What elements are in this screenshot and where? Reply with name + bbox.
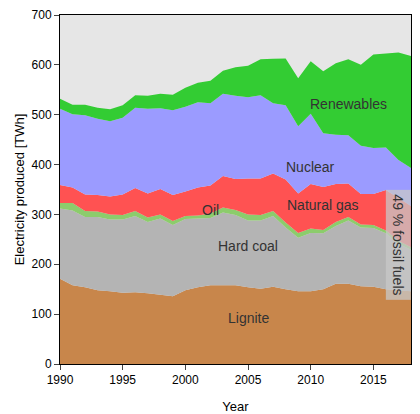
svg-text:1990: 1990 [47,373,74,387]
svg-text:2010: 2010 [297,373,324,387]
svg-text:700: 700 [32,8,52,22]
svg-text:2000: 2000 [172,373,199,387]
svg-text:Renewables: Renewables [310,96,387,112]
svg-text:300: 300 [32,208,52,222]
svg-text:Hard coal: Hard coal [218,238,278,254]
svg-text:1995: 1995 [109,373,136,387]
svg-text:200: 200 [32,257,52,271]
svg-text:Lignite: Lignite [228,310,269,326]
svg-text:400: 400 [32,158,52,172]
svg-text:100: 100 [32,307,52,321]
svg-text:Nuclear: Nuclear [286,159,335,175]
svg-text:0: 0 [45,357,52,371]
svg-text:49 % fossil fuels: 49 % fossil fuels [390,194,406,295]
svg-text:Year: Year [222,399,249,414]
svg-text:Electricity produced [TWh]: Electricity produced [TWh] [12,114,27,266]
svg-text:2005: 2005 [235,373,262,387]
svg-text:Oil: Oil [202,202,219,218]
svg-text:500: 500 [32,108,52,122]
svg-text:600: 600 [32,58,52,72]
svg-text:Natural gas: Natural gas [287,197,359,213]
svg-text:2015: 2015 [360,373,387,387]
